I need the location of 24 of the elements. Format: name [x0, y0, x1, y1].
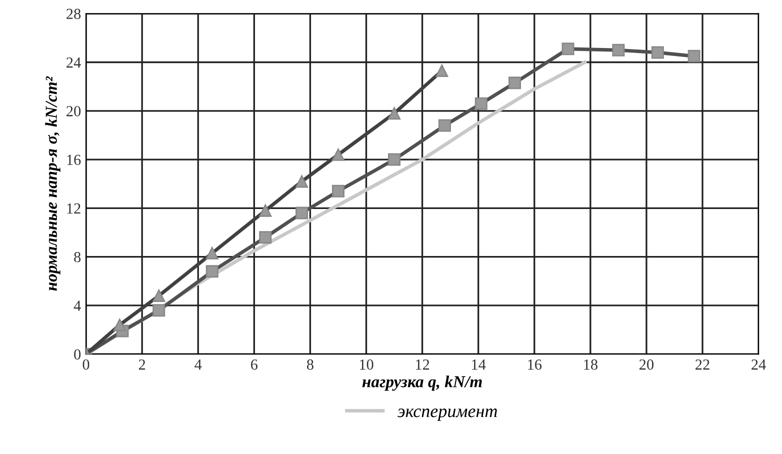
y-tick-label: 0	[74, 349, 81, 360]
x-tick-label: 4	[194, 360, 202, 370]
x-tick-label: 2	[138, 359, 146, 370]
y-axis-title: нормальные напр-я σ, kN/cm²	[45, 76, 60, 291]
x-axis-title: нагрузка q, kN/m	[362, 376, 482, 391]
x-tick-label: 10	[360, 359, 374, 370]
x-tick-label: 8	[306, 359, 314, 370]
x-tick-label: 20	[639, 359, 654, 370]
legend-label: эксперимент	[397, 408, 497, 421]
x-tick-label: 0	[82, 359, 90, 370]
y-tick-label: 16	[67, 154, 81, 165]
y-tick-label: 28	[66, 8, 81, 20]
y-tick-label: 12	[67, 203, 80, 214]
y-tick-label: 20	[66, 106, 81, 116]
y-tick-label: 24	[66, 57, 81, 68]
x-tick-label: 6	[250, 359, 258, 370]
x-tick-label: 16	[528, 359, 542, 370]
y-tick-label: 8	[74, 252, 81, 262]
x-tick-label: 18	[584, 359, 598, 370]
x-tick-label: 22	[696, 359, 710, 370]
x-tick-label: 24	[752, 359, 766, 370]
x-tick-label: 12	[416, 359, 430, 370]
x-tick-label: 14	[472, 359, 486, 370]
y-tick-label: 4	[74, 300, 81, 311]
